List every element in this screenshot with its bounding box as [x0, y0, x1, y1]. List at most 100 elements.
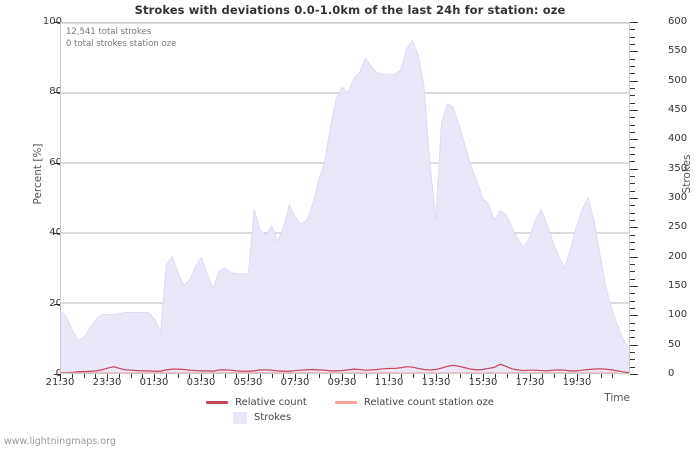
y-right-tickmark-50: [630, 345, 638, 346]
x-major-tickmark-15:30: [483, 374, 484, 381]
y-right-tickmark-100: [630, 315, 638, 316]
area-series-strokes: [61, 40, 629, 373]
x-axis-tick-07:30: 07:30: [280, 377, 310, 388]
legend-swatch-icon: [334, 401, 357, 404]
x-minor-tickmark: [236, 374, 237, 378]
y-right-minor-tickmark: [630, 308, 635, 309]
y-right-tick-0: 0: [668, 368, 675, 379]
y-right-minor-tickmark: [630, 73, 635, 74]
x-major-tickmark-13:30: [436, 374, 437, 381]
x-minor-tickmark: [119, 374, 120, 378]
x-axis-tick-15:30: 15:30: [468, 377, 498, 388]
y-right-tick-500: 500: [668, 74, 688, 86]
x-minor-tickmark: [471, 374, 472, 378]
x-axis-tick-19:30: 19:30: [562, 377, 592, 388]
x-minor-tickmark: [601, 374, 602, 378]
footer-url: www.lightningmaps.org: [4, 436, 116, 447]
x-major-tickmark-01:30: [154, 374, 155, 381]
legend-swatch-icon: [232, 411, 247, 424]
y-right-tick-300: 300: [668, 192, 688, 203]
y-right-minor-tickmark: [630, 176, 635, 177]
y-right-tickmark-450: [630, 110, 638, 111]
y-right-minor-tickmark: [630, 205, 635, 206]
x-minor-tickmark: [518, 374, 519, 378]
y-right-tick-150: 150: [668, 280, 688, 291]
x-major-tickmark-09:30: [342, 374, 343, 381]
y-right-minor-tickmark: [630, 337, 635, 338]
x-minor-tickmark: [495, 374, 496, 378]
x-minor-tickmark: [354, 374, 355, 378]
y-right-tick-400: 400: [668, 133, 688, 145]
y-axis-right-label: Strokes: [681, 154, 693, 194]
x-minor-tickmark: [260, 374, 261, 378]
x-major-tickmark-11:30: [389, 374, 390, 381]
legend-item-relative-count[interactable]: Relative count: [206, 397, 307, 408]
x-minor-tickmark: [189, 374, 190, 378]
y-right-tick-50: 50: [668, 338, 681, 350]
y-left-tickmark-100: [54, 22, 60, 23]
y-right-minor-tickmark: [630, 352, 635, 353]
legend-item-strokes[interactable]: Strokes: [232, 411, 292, 424]
x-minor-tickmark: [330, 374, 331, 378]
x-axis-tick-21:30: 21:30: [45, 377, 75, 388]
annotation-station-strokes: 0 total strokes station oze: [66, 39, 177, 49]
x-axis-tick-09:30: 09:30: [327, 377, 357, 388]
annotation-total-strokes: 12,541 total strokes: [66, 27, 152, 37]
x-minor-tickmark: [424, 374, 425, 378]
y-right-tickmark-550: [630, 51, 638, 52]
chart-title: Strokes with deviations 0.0-1.0km of the…: [134, 3, 566, 17]
plot-area: 12,541 total strokes 0 total strokes sta…: [60, 22, 630, 374]
y-right-minor-tickmark: [630, 103, 635, 104]
y-right-minor-tickmark: [630, 213, 635, 214]
y-right-minor-tickmark: [630, 242, 635, 243]
y-left-tickmark-60: [54, 163, 60, 164]
y-right-minor-tickmark: [630, 44, 635, 45]
y-right-tick-250: 250: [668, 221, 688, 233]
x-minor-tickmark: [554, 374, 555, 378]
x-minor-tickmark: [225, 374, 226, 378]
y-right-minor-tickmark: [630, 117, 635, 118]
y-right-minor-tickmark: [630, 161, 635, 162]
x-minor-tickmark: [448, 374, 449, 378]
y-right-minor-tickmark: [630, 220, 635, 221]
y-right-minor-tickmark: [630, 95, 635, 96]
x-minor-tickmark: [178, 374, 179, 378]
x-minor-tickmark: [283, 374, 284, 378]
y-right-minor-tickmark: [630, 125, 635, 126]
x-minor-tickmark: [366, 374, 367, 378]
y-right-tick-350: 350: [668, 162, 688, 174]
y-axis-left-label: Percent [%]: [32, 143, 44, 205]
x-major-tickmark-17:30: [530, 374, 531, 381]
y-right-minor-tickmark: [630, 330, 635, 331]
y-right-tickmark-400: [630, 139, 638, 140]
x-minor-tickmark: [319, 374, 320, 378]
x-minor-tickmark: [507, 374, 508, 378]
y-right-minor-tickmark: [630, 66, 635, 67]
legend-swatch-icon: [206, 401, 229, 404]
y-right-tickmark-500: [630, 81, 638, 82]
line-series-relative-count: [61, 364, 629, 372]
y-right-minor-tickmark: [630, 235, 635, 236]
y-left-tick-0: 0: [2, 369, 62, 379]
x-minor-tickmark: [95, 374, 96, 378]
y-right-tickmark-150: [630, 286, 638, 287]
y-right-minor-tickmark: [630, 88, 635, 89]
y-left-tick-80: 80: [49, 86, 62, 98]
y-right-tick-450: 450: [668, 104, 688, 115]
x-major-tickmark-07:30: [295, 374, 296, 381]
x-minor-tickmark: [542, 374, 543, 378]
legend-label: Strokes: [253, 412, 292, 423]
y-left-tick-60: 60: [2, 157, 62, 168]
y-right-tick-550: 550: [668, 45, 688, 57]
x-major-tickmark-23:30: [107, 374, 108, 381]
x-axis-tick-01:30: 01:30: [139, 377, 169, 388]
x-minor-tickmark: [377, 374, 378, 378]
y-right-minor-tickmark: [630, 293, 635, 294]
legend-item-relative-count-station-oze[interactable]: Relative count station oze: [334, 397, 494, 408]
y-right-tick-200: 200: [668, 250, 688, 262]
y-right-minor-tickmark: [630, 183, 635, 184]
x-major-tickmark-21:30: [60, 374, 61, 381]
x-axis-tick-13:30: 13:30: [421, 377, 451, 388]
y-right-tickmark-250: [630, 227, 638, 228]
